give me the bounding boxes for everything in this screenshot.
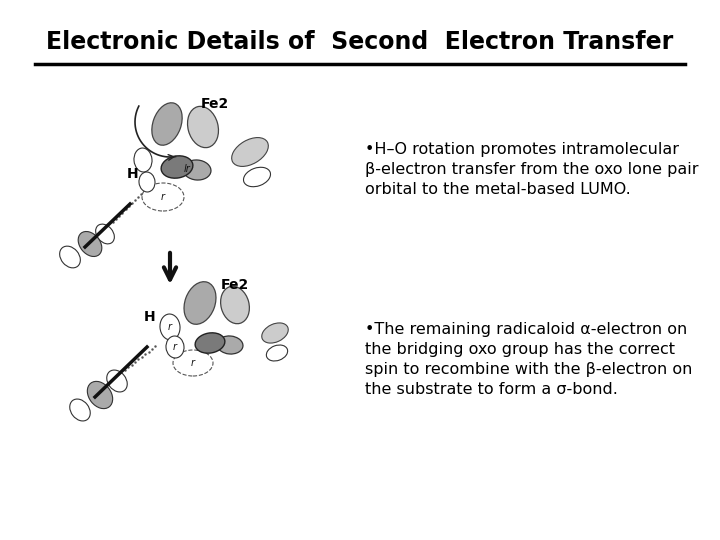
Ellipse shape — [166, 336, 184, 358]
Text: •H–O rotation promotes intramolecular: •H–O rotation promotes intramolecular — [365, 142, 679, 157]
Text: the bridging oxo group has the correct: the bridging oxo group has the correct — [365, 342, 675, 357]
Ellipse shape — [187, 106, 218, 147]
Ellipse shape — [139, 172, 155, 192]
Text: spin to recombine with the β-electron on: spin to recombine with the β-electron on — [365, 362, 693, 377]
Ellipse shape — [60, 246, 81, 268]
Text: Electronic Details of  Second  Electron Transfer: Electronic Details of Second Electron Tr… — [46, 30, 674, 54]
Text: the substrate to form a σ-bond.: the substrate to form a σ-bond. — [365, 382, 618, 397]
Text: H: H — [127, 167, 139, 181]
Ellipse shape — [152, 103, 182, 145]
Text: r: r — [191, 358, 195, 368]
Ellipse shape — [96, 224, 114, 244]
Text: Fe2: Fe2 — [201, 97, 229, 111]
Ellipse shape — [266, 345, 288, 361]
Ellipse shape — [87, 381, 112, 409]
Ellipse shape — [70, 399, 90, 421]
Ellipse shape — [160, 314, 180, 340]
Ellipse shape — [220, 286, 249, 323]
Text: lr: lr — [184, 164, 190, 174]
Ellipse shape — [184, 282, 216, 325]
Text: orbital to the metal-based LUMO.: orbital to the metal-based LUMO. — [365, 182, 631, 197]
Text: Fe2: Fe2 — [221, 278, 249, 292]
Text: r: r — [161, 192, 165, 202]
Text: H: H — [144, 310, 156, 324]
Ellipse shape — [134, 148, 152, 172]
Ellipse shape — [262, 323, 288, 343]
Ellipse shape — [78, 232, 102, 256]
Ellipse shape — [161, 156, 193, 178]
Ellipse shape — [195, 333, 225, 353]
Ellipse shape — [107, 370, 127, 392]
Ellipse shape — [243, 167, 271, 187]
Text: r: r — [173, 342, 177, 352]
Text: β-electron transfer from the oxo lone pair: β-electron transfer from the oxo lone pa… — [365, 162, 698, 177]
Ellipse shape — [183, 160, 211, 180]
Ellipse shape — [232, 138, 269, 166]
Ellipse shape — [217, 336, 243, 354]
Text: •The remaining radicaloid α-electron on: •The remaining radicaloid α-electron on — [365, 322, 688, 337]
Text: r: r — [168, 322, 172, 332]
